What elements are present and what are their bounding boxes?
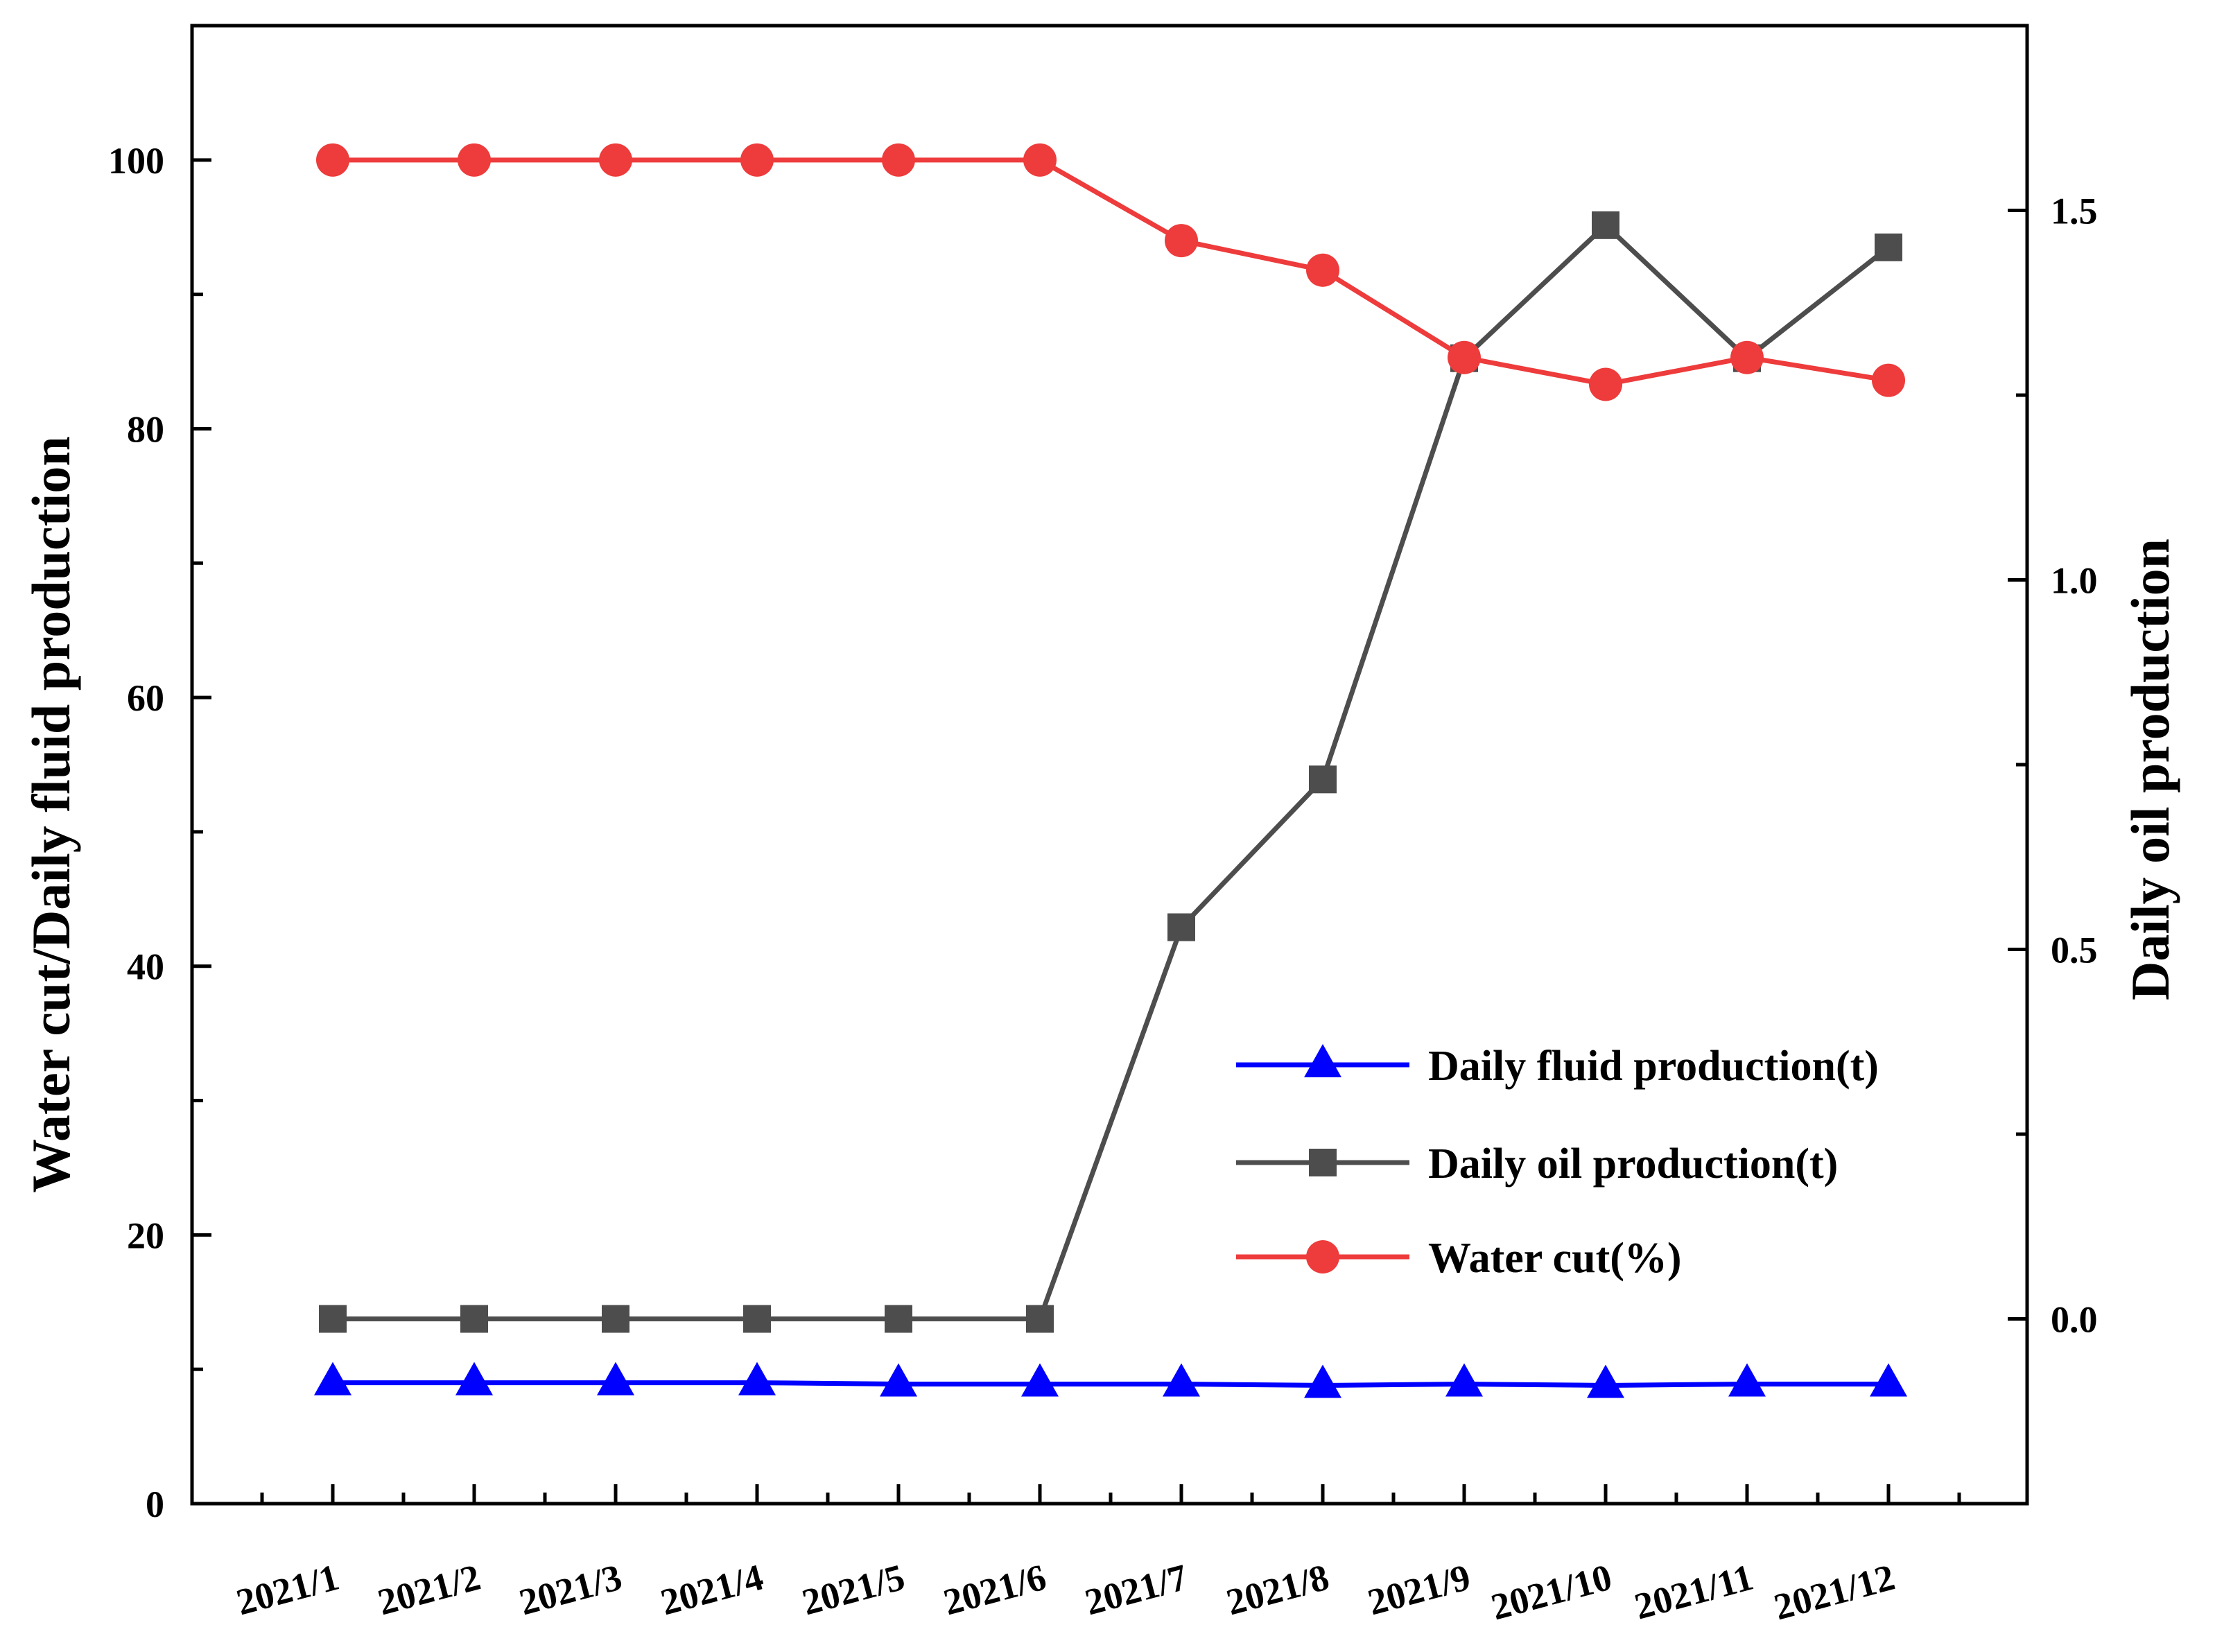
legend-swatch-marker [1309,1149,1337,1176]
left-tick-label: 80 [127,408,164,450]
data-point-marker [1445,1363,1483,1397]
data-point-marker [314,1362,351,1395]
data-point-marker [1021,1363,1059,1397]
data-point-marker [1165,224,1198,258]
x-tick-label: 2021/12 [1770,1556,1900,1628]
data-point-marker [316,143,349,177]
x-tick-label: 2021/4 [657,1556,767,1624]
data-point-marker [460,1305,488,1333]
left-tick-label: 0 [146,1484,164,1525]
x-tick-label: 2021/10 [1487,1556,1617,1628]
data-point-marker [1587,1364,1624,1398]
data-point-marker [880,1363,917,1397]
right-axis-title: Daily oil production [2120,539,2180,1000]
legend-label: Daily oil production(t) [1428,1140,1838,1188]
data-point-marker [738,1362,776,1395]
right-tick-label: 0.5 [2051,930,2098,971]
data-point-marker [740,143,774,177]
x-tick-label: 2021/9 [1364,1556,1475,1624]
series-line [333,1380,1888,1388]
data-point-marker [458,143,491,177]
data-point-marker [1163,1363,1200,1397]
left-tick-label: 100 [108,140,164,182]
data-point-marker [1592,211,1619,239]
x-tick-label: 2021/3 [515,1556,626,1624]
legend-swatch-marker [1304,1044,1341,1077]
data-point-marker [602,1305,629,1333]
data-point-marker [1875,233,1902,261]
data-point-marker [1448,340,1481,374]
left-axis-title: Water cut/Daily fluid production [21,436,81,1192]
legend-swatch-marker [1306,1240,1339,1273]
data-point-marker [1870,1363,1907,1397]
series-line [333,157,1889,387]
data-point-marker [599,143,632,177]
legend-label: Water cut(%) [1428,1235,1682,1282]
left-tick-label: 20 [127,1215,164,1256]
x-tick-label: 2021/5 [798,1556,909,1624]
data-point-marker [1872,363,1905,397]
data-point-marker [455,1362,493,1395]
data-point-marker [1304,1364,1341,1398]
x-tick-label: 2021/6 [939,1556,1050,1624]
data-point-marker [1306,253,1339,287]
plot-area-frame [190,24,2029,1506]
series-water-cut [316,143,1905,401]
data-point-marker [1026,1305,1054,1333]
data-point-marker [743,1305,771,1333]
left-tick-label: 60 [127,677,164,719]
right-tick-label: 0.0 [2051,1299,2098,1341]
data-point-marker [1728,1363,1766,1397]
right-tick-label: 1.5 [2051,191,2098,232]
data-point-marker [1589,367,1622,401]
x-tick-label: 2021/1 [232,1556,343,1624]
x-tick-label: 2021/2 [374,1556,485,1624]
x-tick-label: 2021/8 [1222,1556,1333,1624]
right-tick-label: 1.0 [2051,560,2098,602]
left-tick-label: 40 [127,946,164,988]
x-tick-label: 2021/7 [1081,1556,1192,1624]
data-point-marker [1167,913,1195,941]
series-fluid [314,1362,1907,1398]
data-point-marker [882,143,915,177]
x-tick-label: 2021/11 [1630,1556,1757,1628]
data-point-marker [1730,340,1764,374]
data-point-marker [319,1305,347,1333]
data-point-marker [1023,143,1057,177]
data-point-marker [1309,765,1337,794]
series-line [333,223,1891,1321]
data-point-marker [597,1362,634,1395]
data-point-marker [885,1305,912,1333]
legend-label: Daily fluid production(t) [1428,1043,1879,1090]
